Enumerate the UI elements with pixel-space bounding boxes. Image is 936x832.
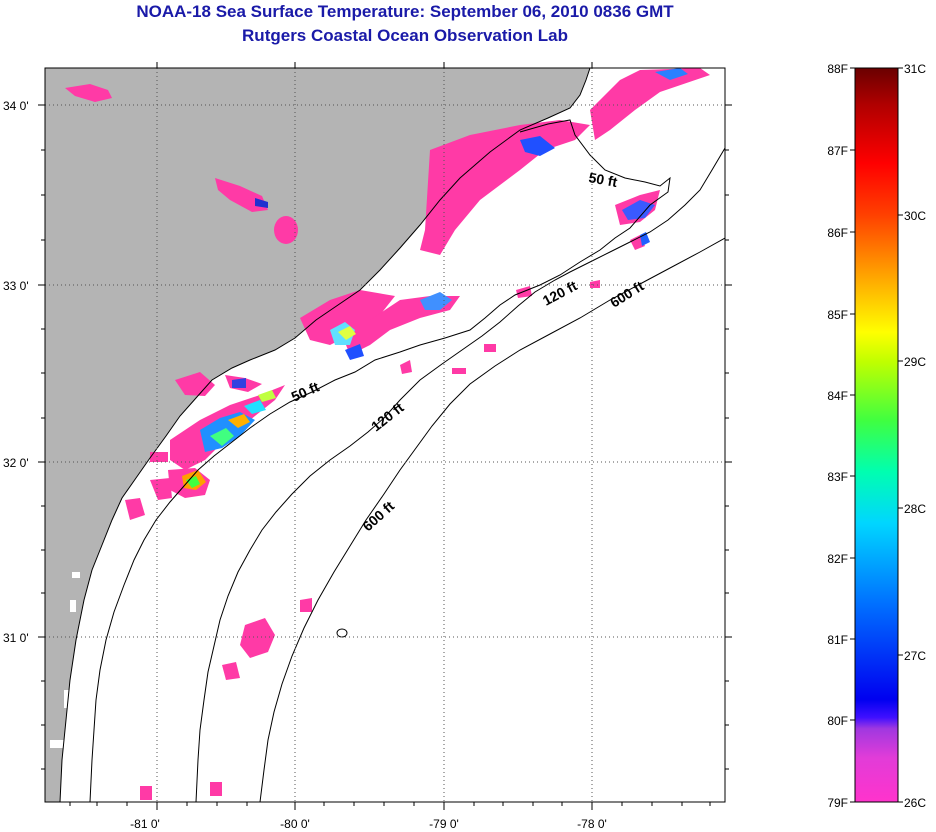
colorbar-f-label: 80F [827, 714, 848, 728]
lon-ticks [69, 62, 711, 810]
colorbar-c-label: 27C [904, 649, 926, 663]
colorbar-f-label: 84F [827, 389, 848, 403]
colorbar-c-label: 30C [904, 209, 926, 223]
map-subtitle: Rutgers Coastal Ocean Observation Lab [242, 26, 568, 45]
lat-label: 32 0' [3, 456, 29, 470]
colorbar-f-label: 79F [827, 796, 848, 810]
grid [45, 68, 725, 802]
colorbar-f-label: 83F [827, 470, 848, 484]
isobath-50ft-north [89, 119, 671, 802]
coastline [59, 68, 591, 802]
colorbar-c-label: 31C [904, 62, 926, 76]
colorbar-gradient [855, 68, 898, 802]
lon-label: -81 0' [130, 817, 160, 831]
colorbar-c-label: 28C [904, 502, 926, 516]
isobath-120ft [195, 147, 725, 802]
colorbar-f-label: 86F [827, 226, 848, 240]
colorbar-f-label: 87F [827, 144, 848, 158]
colorbar-f-label: 81F [827, 633, 848, 647]
land-mass [45, 68, 590, 802]
land-speck [50, 740, 64, 748]
colorbar-f-label: 85F [827, 308, 848, 322]
colorbar-c-label: 29C [904, 355, 926, 369]
lon-label: -80 0' [280, 817, 310, 831]
land-speck [72, 572, 80, 578]
land-speck [70, 600, 76, 612]
colorbar-c-label: 26C [904, 796, 926, 810]
contour-label: 50 ft [587, 169, 618, 190]
sst-warm-cluster [182, 68, 688, 490]
colorbar-f-label: 88F [827, 62, 848, 76]
lon-label: -78 0' [577, 817, 607, 831]
colorbar: 88F 87F 86F 85F 84F 83F 82F 81F 80F 79F … [827, 62, 926, 810]
lat-ticks [38, 104, 732, 770]
isobath-600ft [259, 237, 725, 802]
map-title: NOAA-18 Sea Surface Temperature: Septemb… [136, 2, 674, 21]
lat-label: 33 0' [3, 279, 29, 293]
map-frame [44, 67, 726, 803]
lon-label: -79 0' [429, 817, 459, 831]
colorbar-frame [854, 67, 899, 803]
lat-label: 34 0' [3, 99, 29, 113]
colorbar-f-label: 82F [827, 552, 848, 566]
land-speck [64, 690, 74, 708]
lat-label: 31 0' [3, 631, 29, 645]
